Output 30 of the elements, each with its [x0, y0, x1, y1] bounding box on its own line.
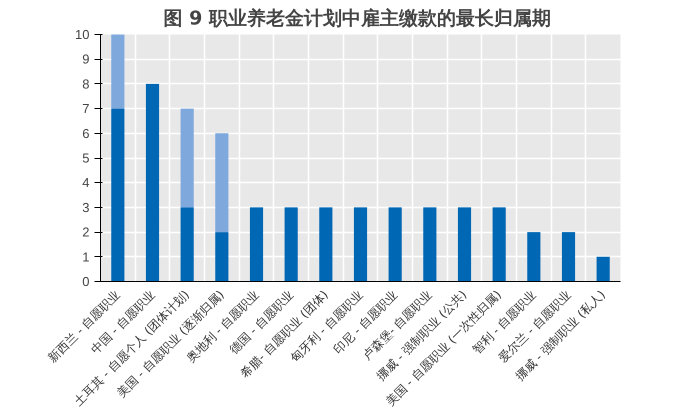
bar — [146, 84, 160, 282]
bar — [492, 207, 506, 282]
y-tick-label: 10 — [75, 27, 90, 42]
bar — [250, 207, 264, 282]
y-tick-label: 3 — [82, 200, 90, 215]
y-tick-label: 0 — [82, 274, 90, 289]
chart-title: 图 9 职业养老金计划中雇主缴款的最长归属期 — [163, 8, 551, 30]
y-tick-label: 1 — [82, 249, 90, 264]
y-tick-label: 6 — [82, 126, 90, 141]
bar — [180, 207, 194, 282]
bar — [284, 207, 298, 282]
y-tick-label: 2 — [82, 224, 90, 240]
y-tick-label: 9 — [82, 52, 90, 67]
bar — [111, 108, 124, 282]
bar — [562, 232, 576, 282]
y-tick-label: 7 — [82, 101, 90, 116]
y-tick-label: 5 — [82, 150, 90, 166]
y-tick-label: 4 — [82, 175, 90, 190]
bar — [215, 232, 228, 282]
bar — [111, 34, 124, 109]
bar — [319, 207, 332, 282]
bar — [388, 207, 402, 282]
bar — [354, 207, 368, 282]
bar — [458, 207, 472, 282]
bar — [527, 232, 540, 282]
bar — [423, 207, 436, 282]
bar — [215, 133, 228, 232]
y-tick-label: 8 — [82, 76, 90, 92]
bar — [596, 256, 610, 282]
bar — [180, 108, 194, 208]
